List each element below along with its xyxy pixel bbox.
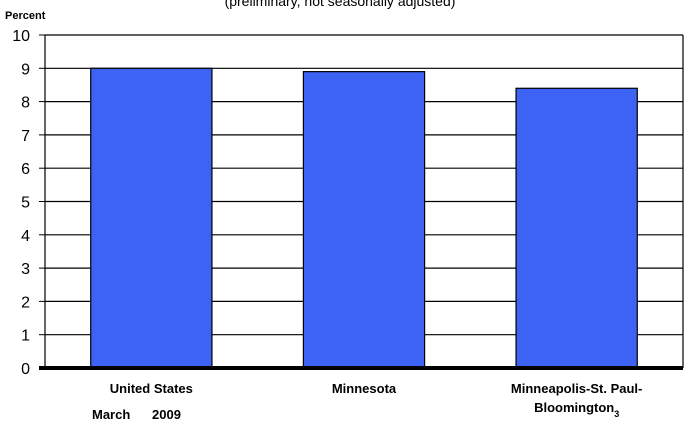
y-tick-label: 10 (12, 28, 30, 45)
chart-subtitle: (preliminary, not seasonally adjusted) (225, 0, 456, 9)
bar-minneapolis-st-paul-bloomington (515, 87, 638, 369)
bar-united-states (90, 67, 213, 369)
y-tick-label: 4 (21, 228, 30, 245)
y-tick-label: 8 (21, 95, 30, 112)
y-tick-label: 9 (21, 61, 30, 78)
x-category-label: United States (110, 381, 193, 396)
x-category-label: Minnesota (332, 381, 397, 396)
y-tick-label: 6 (21, 161, 30, 178)
bar-minnesota (302, 71, 426, 369)
y-tick-label: 1 (21, 328, 30, 345)
period-month: March (92, 407, 130, 422)
x-category-label: Minneapolis-St. Paul- (511, 381, 642, 396)
y-tick-labels: 0 1 2 3 4 5 6 7 8 9 10 (12, 28, 30, 378)
footnote-marker: 3 (614, 409, 619, 419)
y-tick-label: 2 (21, 294, 30, 311)
y-tick-label: 7 (21, 128, 30, 145)
x-category-label: Bloomington3 (534, 400, 619, 419)
axes (39, 34, 684, 370)
period-year: 2009 (152, 407, 181, 422)
x-category-labels: United States Minnesota Minneapolis-St. Pa… (110, 381, 643, 419)
y-tick-label: 0 (21, 361, 30, 378)
y-tick-label: 5 (21, 195, 30, 212)
y-axis-label: Percent (5, 10, 46, 22)
y-tick-label: 3 (21, 261, 30, 278)
bars (90, 67, 638, 369)
